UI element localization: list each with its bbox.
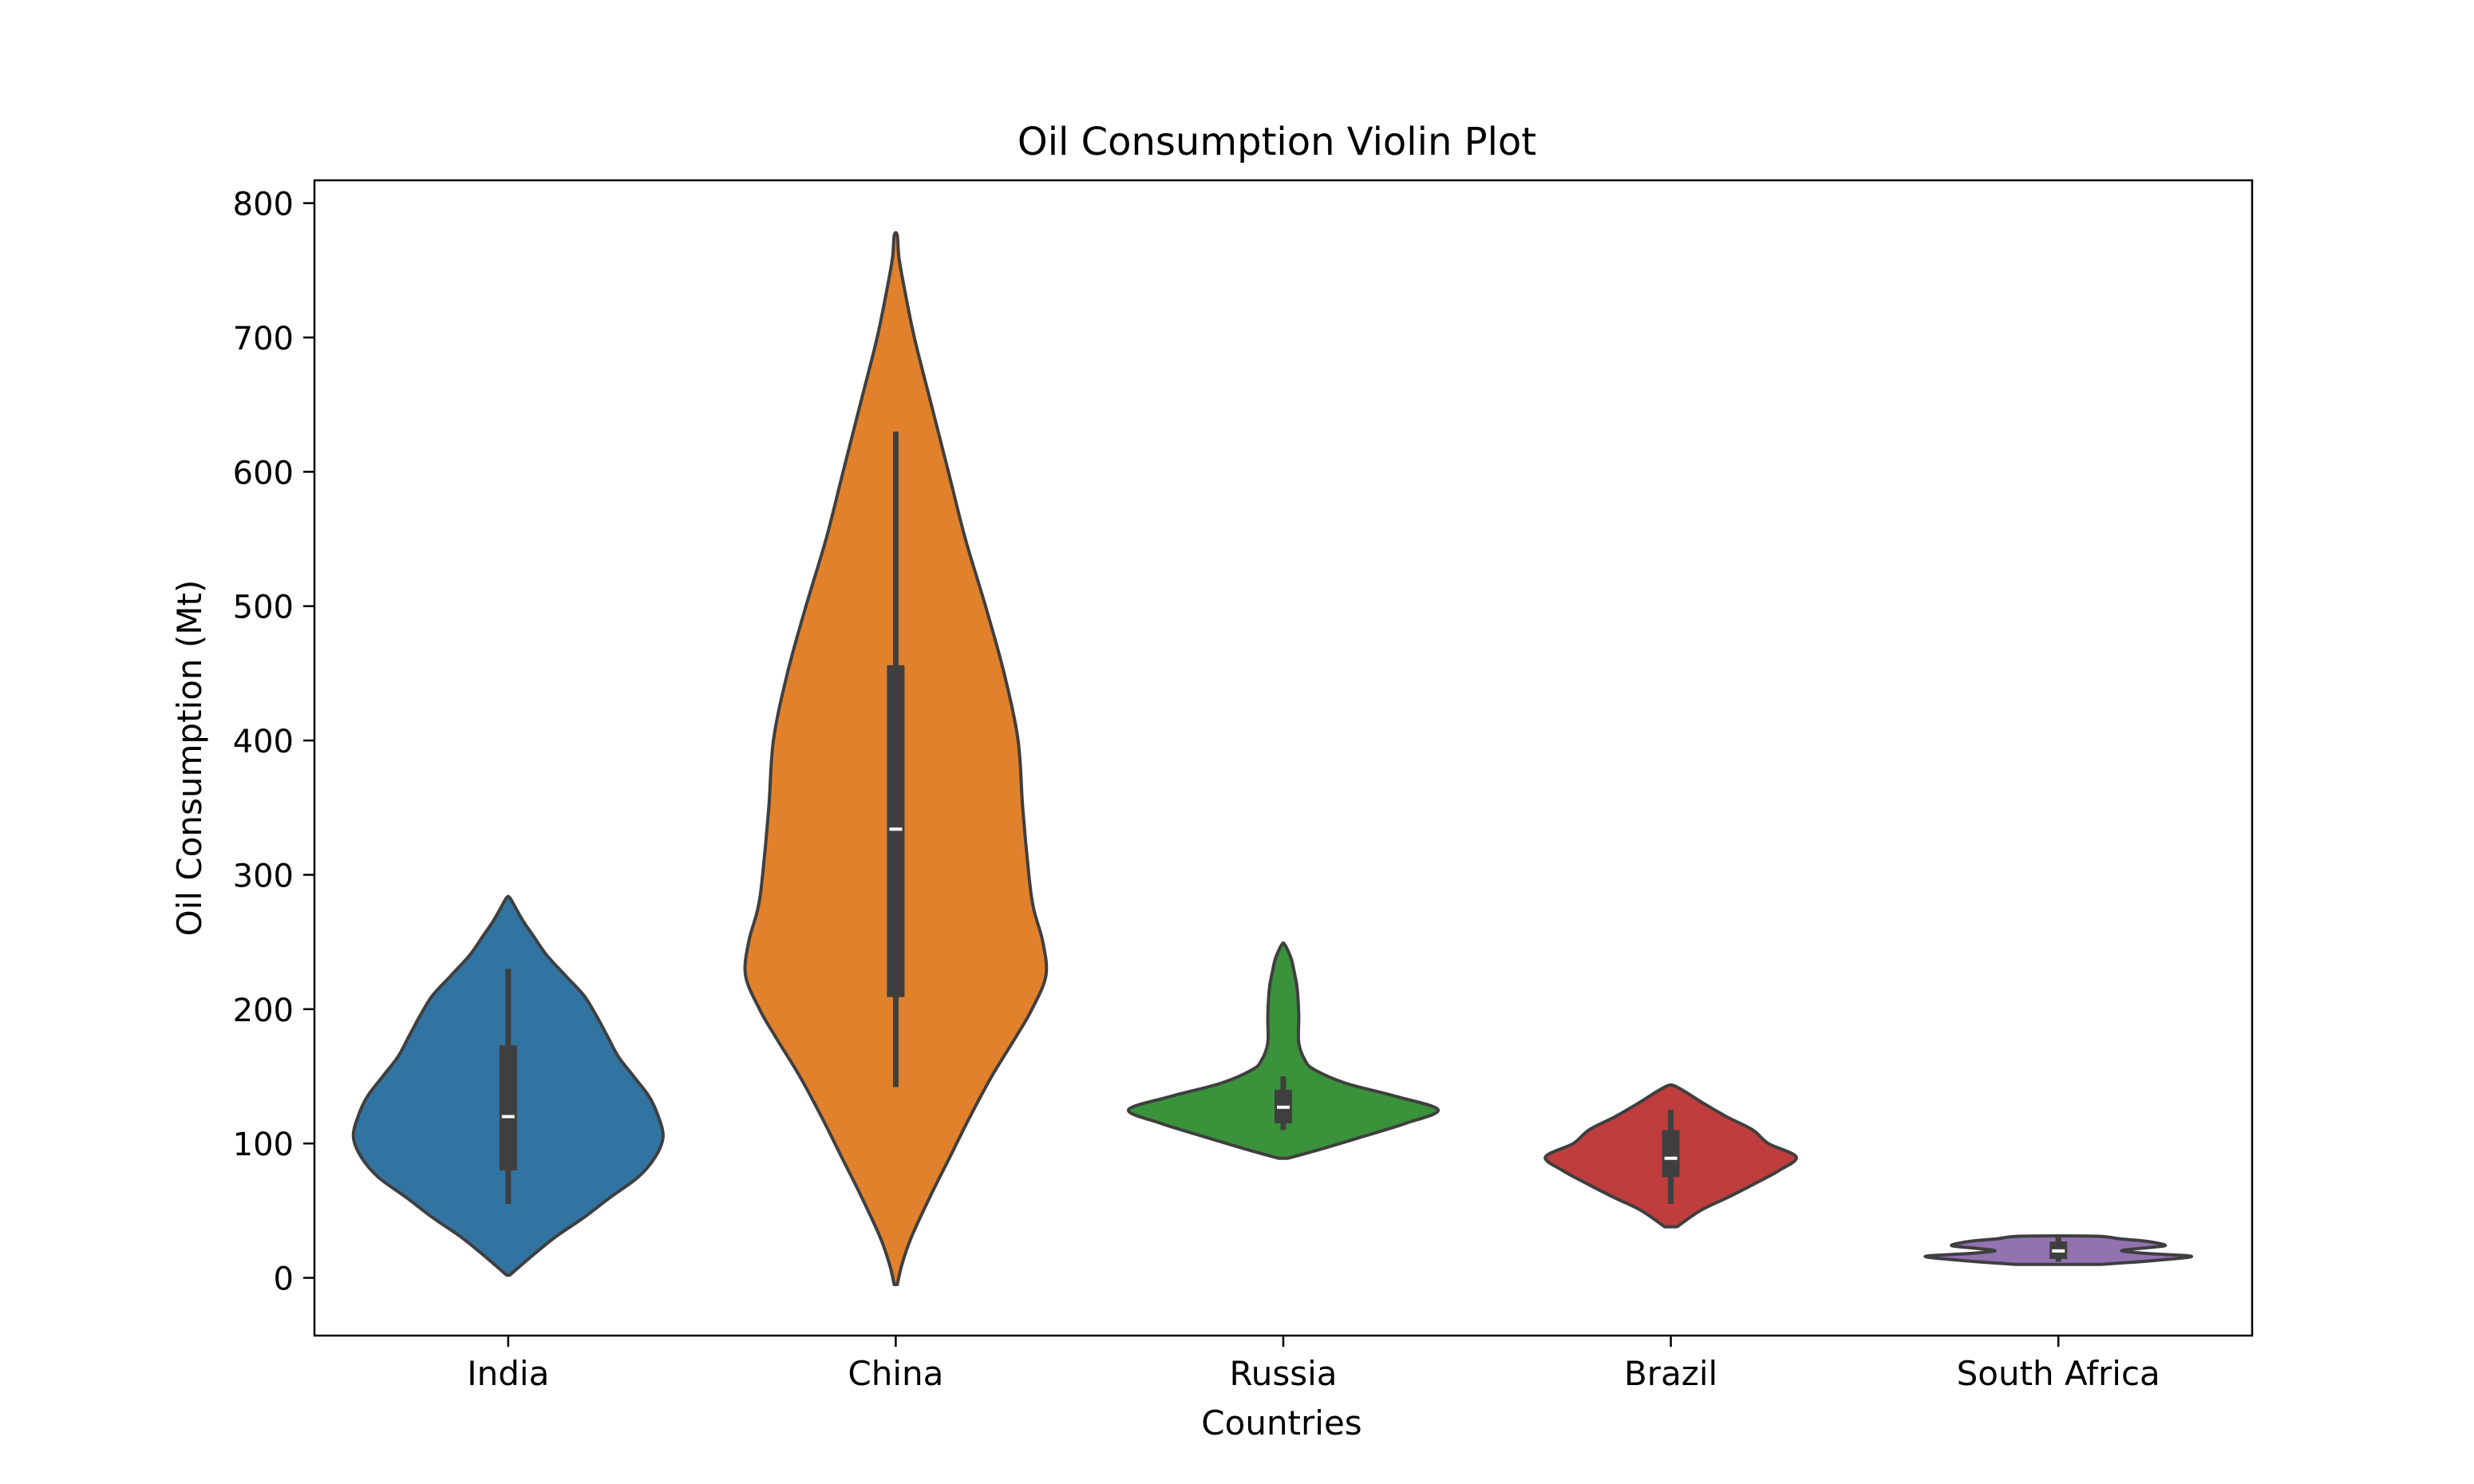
y-axis: 0 100 200 300 400 500 600 700 800 [233, 187, 314, 1298]
iqr-box-india [499, 1045, 517, 1170]
y-tick-label: 500 [233, 590, 294, 626]
violin-russia [1127, 941, 1440, 1160]
y-tick-label: 0 [274, 1261, 294, 1298]
y-tick-label: 700 [233, 321, 294, 357]
x-axis: India China Russia Brazil South Africa [467, 1336, 2160, 1393]
x-tick-label-russia: Russia [1229, 1354, 1337, 1393]
violin-south-africa [1923, 1233, 2194, 1266]
y-tick-label: 400 [233, 724, 294, 760]
y-tick-label: 300 [233, 858, 294, 894]
y-tick-label: 100 [233, 1127, 294, 1163]
violin-china [743, 231, 1049, 1286]
violin-india [351, 894, 665, 1277]
iqr-box-china [887, 665, 905, 997]
x-tick-label-india: India [467, 1354, 549, 1393]
y-tick-label: 200 [233, 993, 294, 1029]
x-axis-label: Countries [1201, 1403, 1361, 1443]
violin-body-russia [1127, 941, 1440, 1160]
y-axis-label: Oil Consumption (Mt) [170, 580, 209, 937]
y-tick-label: 800 [233, 187, 294, 223]
x-tick-label-china: China [848, 1354, 943, 1393]
plot-area [351, 231, 2194, 1286]
x-tick-label-south-africa: South Africa [1957, 1354, 2160, 1393]
chart-title: Oil Consumption Violin Plot [1018, 120, 1536, 164]
violin-brazil [1543, 1083, 1798, 1229]
x-tick-label-brazil: Brazil [1624, 1354, 1717, 1393]
y-tick-label: 600 [233, 455, 294, 491]
iqr-box-brazil [1662, 1130, 1680, 1178]
